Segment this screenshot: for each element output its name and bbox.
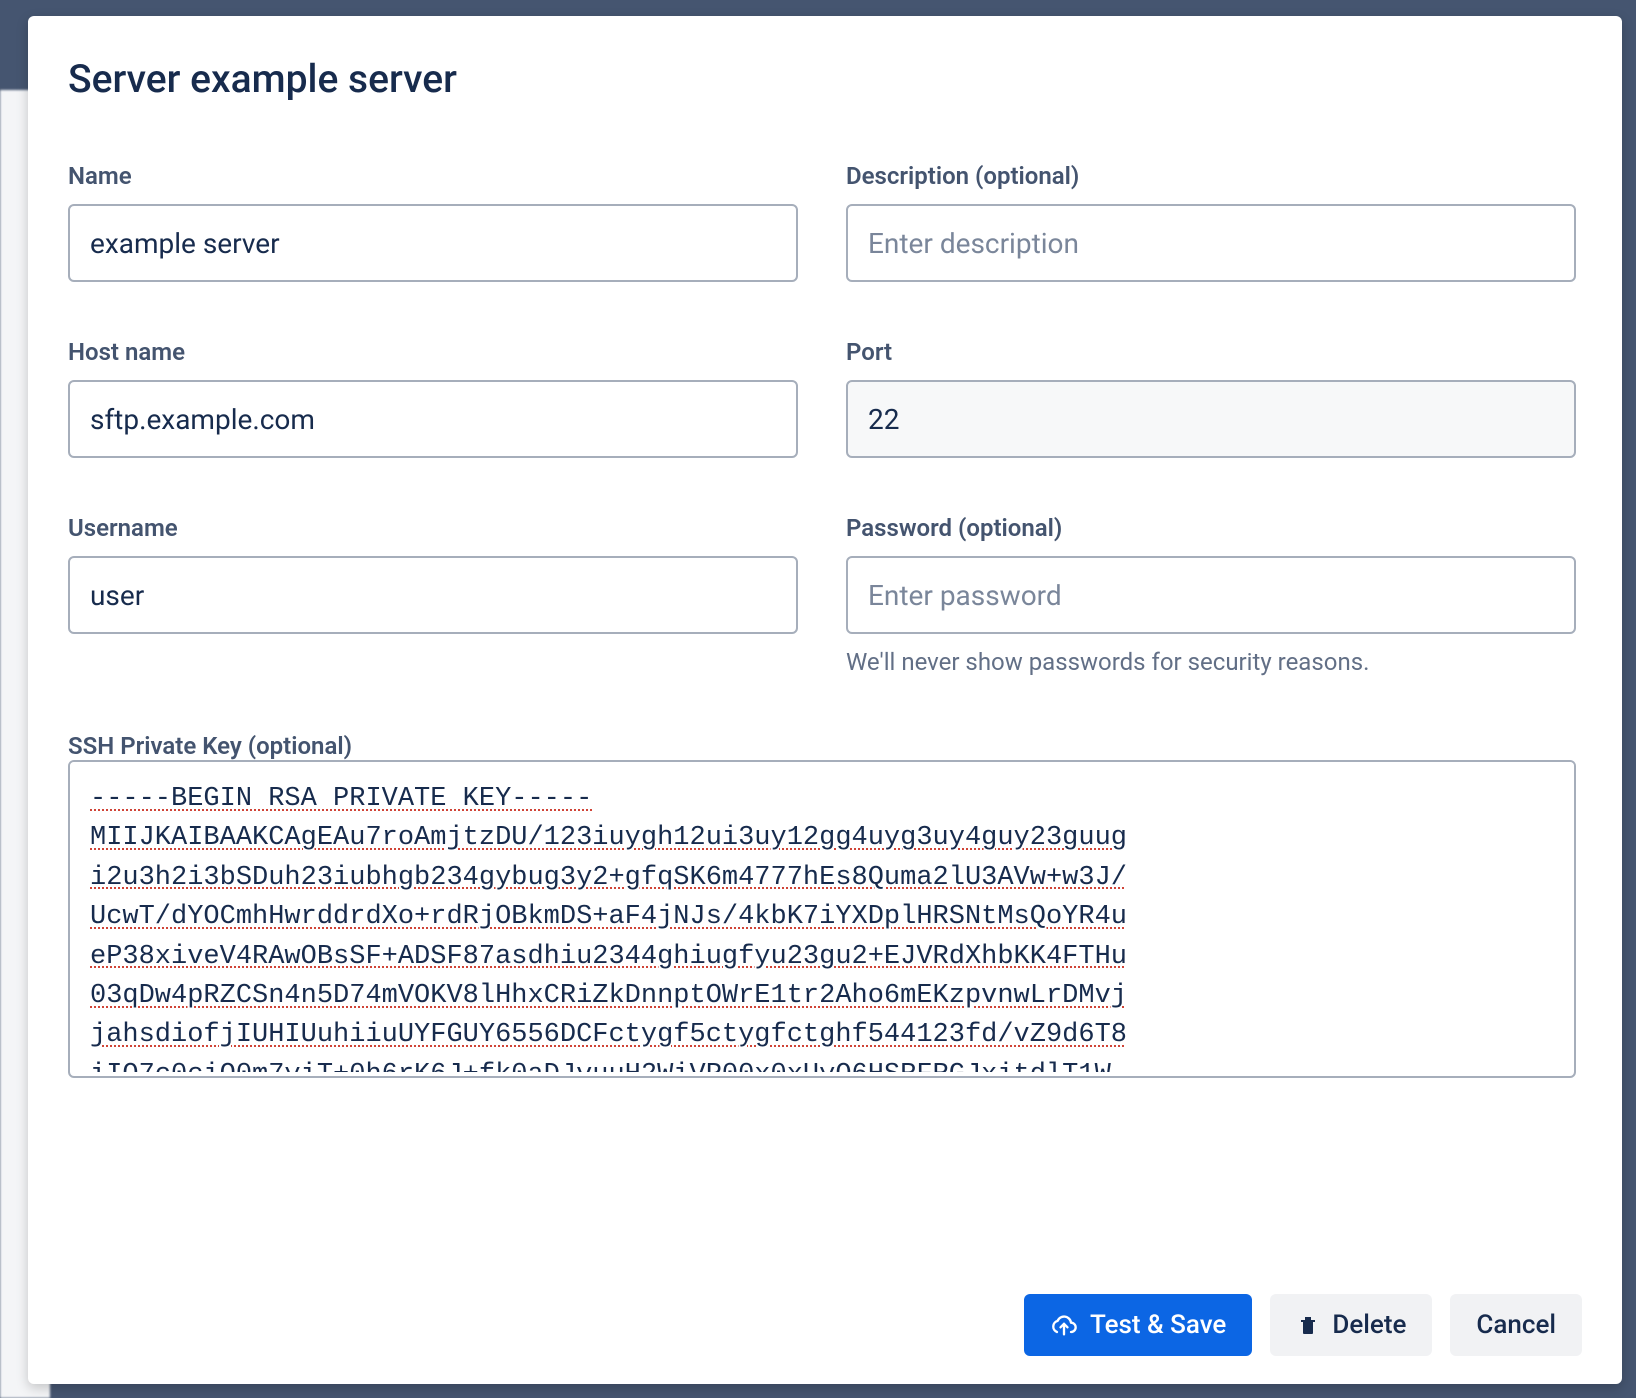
- row-host-port: Host name Port: [68, 338, 1576, 458]
- password-input[interactable]: [846, 556, 1576, 634]
- description-label: Description (optional): [846, 162, 1576, 190]
- hostname-input[interactable]: [68, 380, 798, 458]
- modal-footer: Test & Save Delete Cancel: [28, 1266, 1622, 1384]
- modal-header: Server example server: [28, 16, 1622, 102]
- username-label: Username: [68, 514, 798, 542]
- password-helper: We'll never show passwords for security …: [846, 648, 1576, 676]
- row-name-description: Name Description (optional): [68, 162, 1576, 282]
- ssh-key-textarea-wrap: [68, 760, 1576, 1078]
- delete-label: Delete: [1332, 1310, 1406, 1340]
- ssh-key-textarea[interactable]: [70, 762, 1574, 1072]
- delete-button[interactable]: Delete: [1270, 1294, 1432, 1356]
- cancel-label: Cancel: [1476, 1310, 1556, 1340]
- description-input[interactable]: [846, 204, 1576, 282]
- field-group-username: Username: [68, 514, 798, 676]
- trash-icon: [1296, 1313, 1320, 1337]
- field-group-ssh-key: SSH Private Key (optional): [68, 732, 1576, 1078]
- field-group-name: Name: [68, 162, 798, 282]
- field-group-password: Password (optional) We'll never show pas…: [846, 514, 1576, 676]
- cloud-upload-icon: [1050, 1311, 1078, 1339]
- field-group-hostname: Host name: [68, 338, 798, 458]
- server-modal: Server example server Name Description (…: [28, 16, 1622, 1384]
- test-save-button[interactable]: Test & Save: [1024, 1294, 1252, 1356]
- hostname-label: Host name: [68, 338, 798, 366]
- username-input[interactable]: [68, 556, 798, 634]
- test-save-label: Test & Save: [1090, 1310, 1226, 1340]
- port-input[interactable]: [846, 380, 1576, 458]
- field-group-description: Description (optional): [846, 162, 1576, 282]
- name-label: Name: [68, 162, 798, 190]
- modal-title: Server example server: [68, 56, 1582, 102]
- row-username-password: Username Password (optional) We'll never…: [68, 514, 1576, 676]
- password-label: Password (optional): [846, 514, 1576, 542]
- modal-body[interactable]: Name Description (optional) Host name Po…: [28, 122, 1616, 1266]
- cancel-button[interactable]: Cancel: [1450, 1294, 1582, 1356]
- ssh-key-label: SSH Private Key (optional): [68, 732, 352, 760]
- field-group-port: Port: [846, 338, 1576, 458]
- port-label: Port: [846, 338, 1576, 366]
- name-input[interactable]: [68, 204, 798, 282]
